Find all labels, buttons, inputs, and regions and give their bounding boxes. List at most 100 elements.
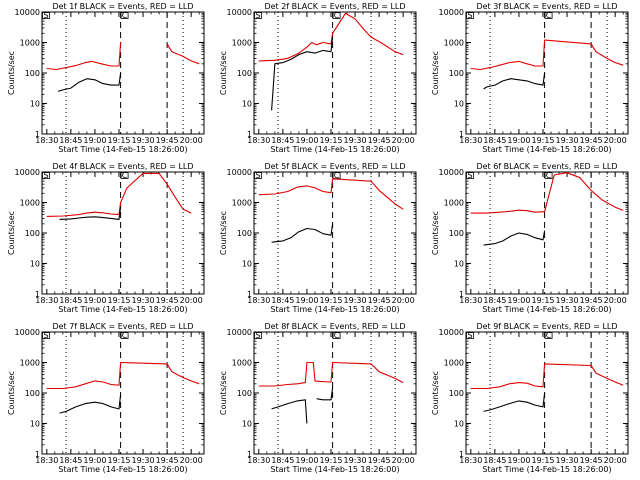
x-tick-label: 19:45 bbox=[368, 136, 391, 145]
y-axis-label: Counts/sec bbox=[431, 51, 440, 95]
y-tick-label: 10 bbox=[242, 100, 252, 109]
events-series-line bbox=[483, 72, 546, 90]
flag-box bbox=[254, 12, 262, 19]
x-tick-label: 19:15 bbox=[531, 296, 554, 305]
detector-panel-3: Det 3f BLACK = Events, RED = LLD 1 10 100 10… bbox=[431, 2, 629, 154]
x-tick-label: 19:30 bbox=[132, 296, 155, 305]
x-tick-label: 18:30 bbox=[247, 456, 270, 465]
y-tick-label: 100 bbox=[449, 69, 464, 78]
y-tick-label: 1000 bbox=[232, 359, 252, 368]
lld-series-line bbox=[46, 172, 192, 217]
y-tick-label: 10 bbox=[30, 420, 40, 429]
flag-box bbox=[544, 332, 553, 339]
events-series-line bbox=[59, 394, 122, 414]
y-axis-label: Counts/sec bbox=[219, 211, 228, 255]
y-tick-label: 1 bbox=[247, 290, 252, 299]
lld-series-line bbox=[258, 178, 404, 210]
x-tick-label: 19:15 bbox=[319, 456, 342, 465]
y-axis-label: Counts/sec bbox=[431, 211, 440, 255]
x-tick-label: 20:00 bbox=[604, 456, 627, 465]
x-tick-label: 19:00 bbox=[295, 136, 318, 145]
x-tick-label: 19:45 bbox=[156, 296, 179, 305]
y-tick-label: 1000 bbox=[444, 39, 464, 48]
x-tick-label: 19:00 bbox=[83, 296, 106, 305]
y-tick-label: 100 bbox=[237, 229, 252, 238]
flag-box bbox=[466, 332, 474, 339]
x-tick-label: 19:00 bbox=[295, 456, 318, 465]
y-tick-label: 1 bbox=[459, 290, 464, 299]
y-tick-label: 10000 bbox=[227, 328, 252, 337]
events-series-line bbox=[271, 37, 334, 111]
y-tick-label: 1000 bbox=[232, 199, 252, 208]
y-tick-label: 100 bbox=[449, 389, 464, 398]
panel-title: Det 1f BLACK = Events, RED = LLD bbox=[52, 2, 193, 11]
x-tick-label: 19:15 bbox=[107, 136, 130, 145]
y-tick-label: 100 bbox=[25, 389, 40, 398]
y-tick-label: 10000 bbox=[439, 328, 464, 337]
flag-box bbox=[466, 172, 474, 179]
flag-label: S bbox=[255, 11, 260, 20]
y-tick-label: 1000 bbox=[20, 199, 40, 208]
x-axis-label: Start Time (14-Feb-15 18:26:00) bbox=[58, 465, 187, 474]
x-tick-label: 18:45 bbox=[483, 136, 506, 145]
flag-label: C bbox=[546, 171, 552, 180]
x-axis-label: Start Time (14-Feb-15 18:26:00) bbox=[482, 305, 611, 314]
x-tick-label: 19:00 bbox=[507, 456, 530, 465]
x-tick-label: 18:45 bbox=[59, 136, 82, 145]
y-tick-label: 10000 bbox=[15, 8, 40, 17]
flag-box bbox=[544, 12, 553, 19]
y-tick-label: 10000 bbox=[15, 328, 40, 337]
x-axis-label: Start Time (14-Feb-15 18:26:00) bbox=[270, 305, 399, 314]
y-tick-label: 1 bbox=[35, 130, 40, 139]
x-tick-label: 19:30 bbox=[344, 456, 367, 465]
x-tick-label: 19:15 bbox=[107, 456, 130, 465]
y-tick-label: 100 bbox=[237, 69, 252, 78]
x-tick-label: 19:15 bbox=[319, 136, 342, 145]
x-tick-label: 19:30 bbox=[556, 296, 579, 305]
y-tick-label: 100 bbox=[25, 229, 40, 238]
lld-series-line bbox=[470, 363, 624, 390]
x-tick-label: 19:00 bbox=[83, 136, 106, 145]
y-tick-label: 10000 bbox=[227, 168, 252, 177]
x-tick-label: 20:00 bbox=[180, 296, 203, 305]
x-tick-label: 18:30 bbox=[35, 296, 58, 305]
flag-box bbox=[42, 172, 50, 179]
x-tick-label: 19:30 bbox=[132, 136, 155, 145]
x-tick-label: 18:30 bbox=[459, 136, 482, 145]
flag-label: C bbox=[334, 331, 340, 340]
y-tick-label: 10000 bbox=[227, 8, 252, 17]
x-tick-label: 19:30 bbox=[556, 456, 579, 465]
y-axis-label: Counts/sec bbox=[219, 51, 228, 95]
detector-panel-1: Det 1f BLACK = Events, RED = LLD 1 10 100 10… bbox=[7, 2, 205, 154]
y-tick-label: 10000 bbox=[439, 168, 464, 177]
detector-panel-8: Det 8f BLACK = Events, RED = LLD 1 10 100 10… bbox=[219, 322, 417, 474]
x-tick-label: 19:45 bbox=[156, 456, 179, 465]
events-series-line bbox=[483, 230, 546, 246]
flag-label: S bbox=[43, 171, 48, 180]
y-tick-label: 10 bbox=[242, 260, 252, 269]
flag-label: S bbox=[467, 171, 472, 180]
x-axis-label: Start Time (14-Feb-15 18:26:00) bbox=[482, 145, 611, 154]
flag-box bbox=[254, 332, 262, 339]
x-tick-label: 18:30 bbox=[247, 136, 270, 145]
flag-label: S bbox=[43, 331, 48, 340]
x-tick-label: 19:00 bbox=[507, 296, 530, 305]
y-tick-label: 10 bbox=[454, 260, 464, 269]
y-tick-label: 1000 bbox=[444, 359, 464, 368]
x-tick-label: 19:30 bbox=[556, 136, 579, 145]
x-tick-label: 20:00 bbox=[604, 296, 627, 305]
detector-panel-7: Det 7f BLACK = Events, RED = LLD 1 10 100 10… bbox=[7, 322, 205, 474]
y-tick-label: 100 bbox=[25, 69, 40, 78]
lld-series-line bbox=[470, 172, 624, 214]
x-tick-label: 19:15 bbox=[319, 296, 342, 305]
y-axis-label: Counts/sec bbox=[7, 51, 16, 95]
panel-title: Det 5f BLACK = Events, RED = LLD bbox=[264, 162, 405, 171]
lld-series-line bbox=[46, 361, 200, 390]
flag-box bbox=[544, 172, 553, 179]
x-axis-label: Start Time (14-Feb-15 18:26:00) bbox=[270, 145, 399, 154]
x-tick-label: 20:00 bbox=[180, 136, 203, 145]
x-tick-label: 18:30 bbox=[459, 296, 482, 305]
x-tick-label: 18:45 bbox=[271, 136, 294, 145]
panel-title: Det 6f BLACK = Events, RED = LLD bbox=[476, 162, 617, 171]
